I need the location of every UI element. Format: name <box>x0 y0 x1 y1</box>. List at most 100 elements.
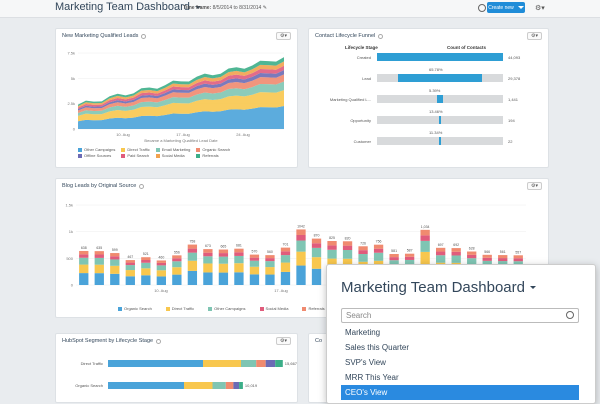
dashboard-option[interactable]: CEO's View <box>341 385 579 400</box>
legend-label: Offline Sources <box>84 153 112 158</box>
bar-segment <box>249 274 260 285</box>
funnel-conversion-pct: 13.46% <box>429 109 443 114</box>
bar-data-label: 701 <box>283 243 289 247</box>
funnel-count: 1,441 <box>508 97 519 102</box>
bar-segment <box>373 248 384 253</box>
funnel-count: 29,378 <box>508 76 521 81</box>
legend-item[interactable]: Offline Sources <box>78 153 115 158</box>
bar-segment <box>420 229 430 236</box>
area-series <box>78 70 284 111</box>
pencil-icon[interactable]: ✎ <box>262 5 267 11</box>
bar-data-label: 556 <box>174 250 180 254</box>
bar-segment <box>420 235 430 241</box>
gear-icon[interactable]: ⚙▾ <box>535 5 545 12</box>
info-icon[interactable] <box>378 33 384 39</box>
funnel-bar[interactable] <box>436 95 444 103</box>
partial-title: Co <box>315 338 322 344</box>
bar-segment <box>172 274 182 285</box>
bar-segment <box>203 272 213 285</box>
legend-item[interactable]: Direct Traffic <box>165 306 194 311</box>
funnel-bar[interactable] <box>438 116 442 124</box>
legend-label: Organic Search <box>124 306 152 311</box>
legend-swatch <box>208 306 213 311</box>
bar-segment <box>482 257 492 261</box>
bar-segment <box>311 268 322 285</box>
bar-segment <box>467 254 477 259</box>
funnel-bar[interactable] <box>377 53 503 61</box>
legend-item[interactable]: Organic Search <box>196 147 230 152</box>
funnel-count: 194 <box>508 118 515 123</box>
bar-segment <box>311 257 322 269</box>
segment-title: HubSpot Segment by Lifecycle Stage <box>62 338 162 344</box>
dashboard-title[interactable]: Marketing Team Dashboard <box>55 1 201 13</box>
legend-item[interactable]: Direct Traffic <box>121 147 150 152</box>
bar-segment <box>218 263 229 273</box>
filter-icon[interactable] <box>478 4 486 12</box>
dashboard-option[interactable]: SVP's View <box>345 358 386 367</box>
bar-segment <box>110 253 120 257</box>
legend-item[interactable]: Other Campaigns <box>208 306 246 311</box>
dashboard-option[interactable]: MRR This Year <box>345 373 399 382</box>
funnel-bar[interactable] <box>439 137 441 145</box>
info-icon[interactable] <box>141 33 147 39</box>
bar-segment <box>265 255 275 259</box>
segment-bar <box>184 382 213 389</box>
timeframe[interactable]: Time frame: 8/5/2014 to 8/31/2014 ✎ <box>183 5 267 11</box>
dashboard-option[interactable]: Sales this Quarter <box>345 343 410 352</box>
bar-data-label: 587 <box>407 249 413 253</box>
funnel-gear-button[interactable]: ⚙▾ <box>527 32 542 40</box>
legend-item[interactable]: Referrals <box>196 153 230 158</box>
mql-title-text: New Marketing Qualified Leads <box>62 33 139 39</box>
bar-segment <box>311 247 322 258</box>
chevron-down-icon <box>517 6 524 9</box>
x-tick-label: 17. Aug <box>274 288 288 293</box>
mql-panel: New Marketing Qualified Leads ⚙▾ 7.5k 5k 2… <box>55 28 298 168</box>
bar-segment <box>311 243 322 248</box>
funnel-col-count: Count of Contacts <box>447 45 486 50</box>
bar-data-label: 1042 <box>297 224 305 228</box>
info-icon[interactable] <box>139 183 145 189</box>
bar-segment <box>280 247 291 252</box>
bar-data-label: 692 <box>453 243 459 247</box>
funnel-bar[interactable] <box>398 74 482 82</box>
bar-segment <box>498 258 508 262</box>
dashboard-option[interactable]: Marketing <box>345 328 381 337</box>
y-tick-label: 1k <box>69 229 73 234</box>
dashboard-search-input[interactable]: Search <box>341 308 579 323</box>
legend-item[interactable]: Other Campaigns <box>78 147 115 152</box>
info-icon[interactable] <box>156 338 162 344</box>
bar-segment <box>218 256 229 264</box>
bar-segment <box>373 244 384 249</box>
chevron-down-icon <box>194 5 201 9</box>
legend-item[interactable]: Paid Search <box>121 153 149 158</box>
funnel-stage-label: Opportunity <box>350 118 371 123</box>
bar-segment <box>404 256 415 260</box>
bar-segment <box>327 245 337 250</box>
create-new-button[interactable]: Create new <box>487 2 525 13</box>
legend-item[interactable]: Social Media <box>155 153 191 158</box>
bar-segment <box>467 251 477 255</box>
legend-item[interactable]: Referrals <box>302 306 325 311</box>
legend-label: Direct Traffic <box>127 147 150 152</box>
bar-segment <box>389 260 399 267</box>
legend-item[interactable]: Social Media <box>259 306 288 311</box>
segment-value: 10,019 <box>245 383 258 388</box>
bar-data-label: 460 <box>158 255 164 259</box>
legend-item[interactable]: Email Marketing <box>155 147 190 152</box>
bar-segment <box>265 274 275 285</box>
legend-item[interactable]: Organic Search <box>118 306 152 311</box>
dropdown-title[interactable]: Marketing Team Dashboard <box>341 279 536 296</box>
bar-segment <box>156 270 166 277</box>
bar-segment <box>389 257 399 261</box>
segment-panel: HubSpot Segment by Lifecycle Stage ⚙▾ Di… <box>55 333 298 403</box>
blog-gear-button[interactable]: ⚙▾ <box>527 182 542 190</box>
segment-gear-button[interactable]: ⚙▾ <box>276 337 291 345</box>
mql-gear-button[interactable]: ⚙▾ <box>276 32 291 40</box>
x-tick-label: 10. Aug <box>116 132 130 137</box>
bar-segment <box>389 254 399 258</box>
bar-segment <box>467 258 477 265</box>
bar-data-label: 758 <box>189 240 195 244</box>
chevron-down-icon <box>529 286 536 289</box>
funnel-conversion-pct: 11.34% <box>429 130 443 135</box>
bar-data-label: 599 <box>112 248 118 252</box>
